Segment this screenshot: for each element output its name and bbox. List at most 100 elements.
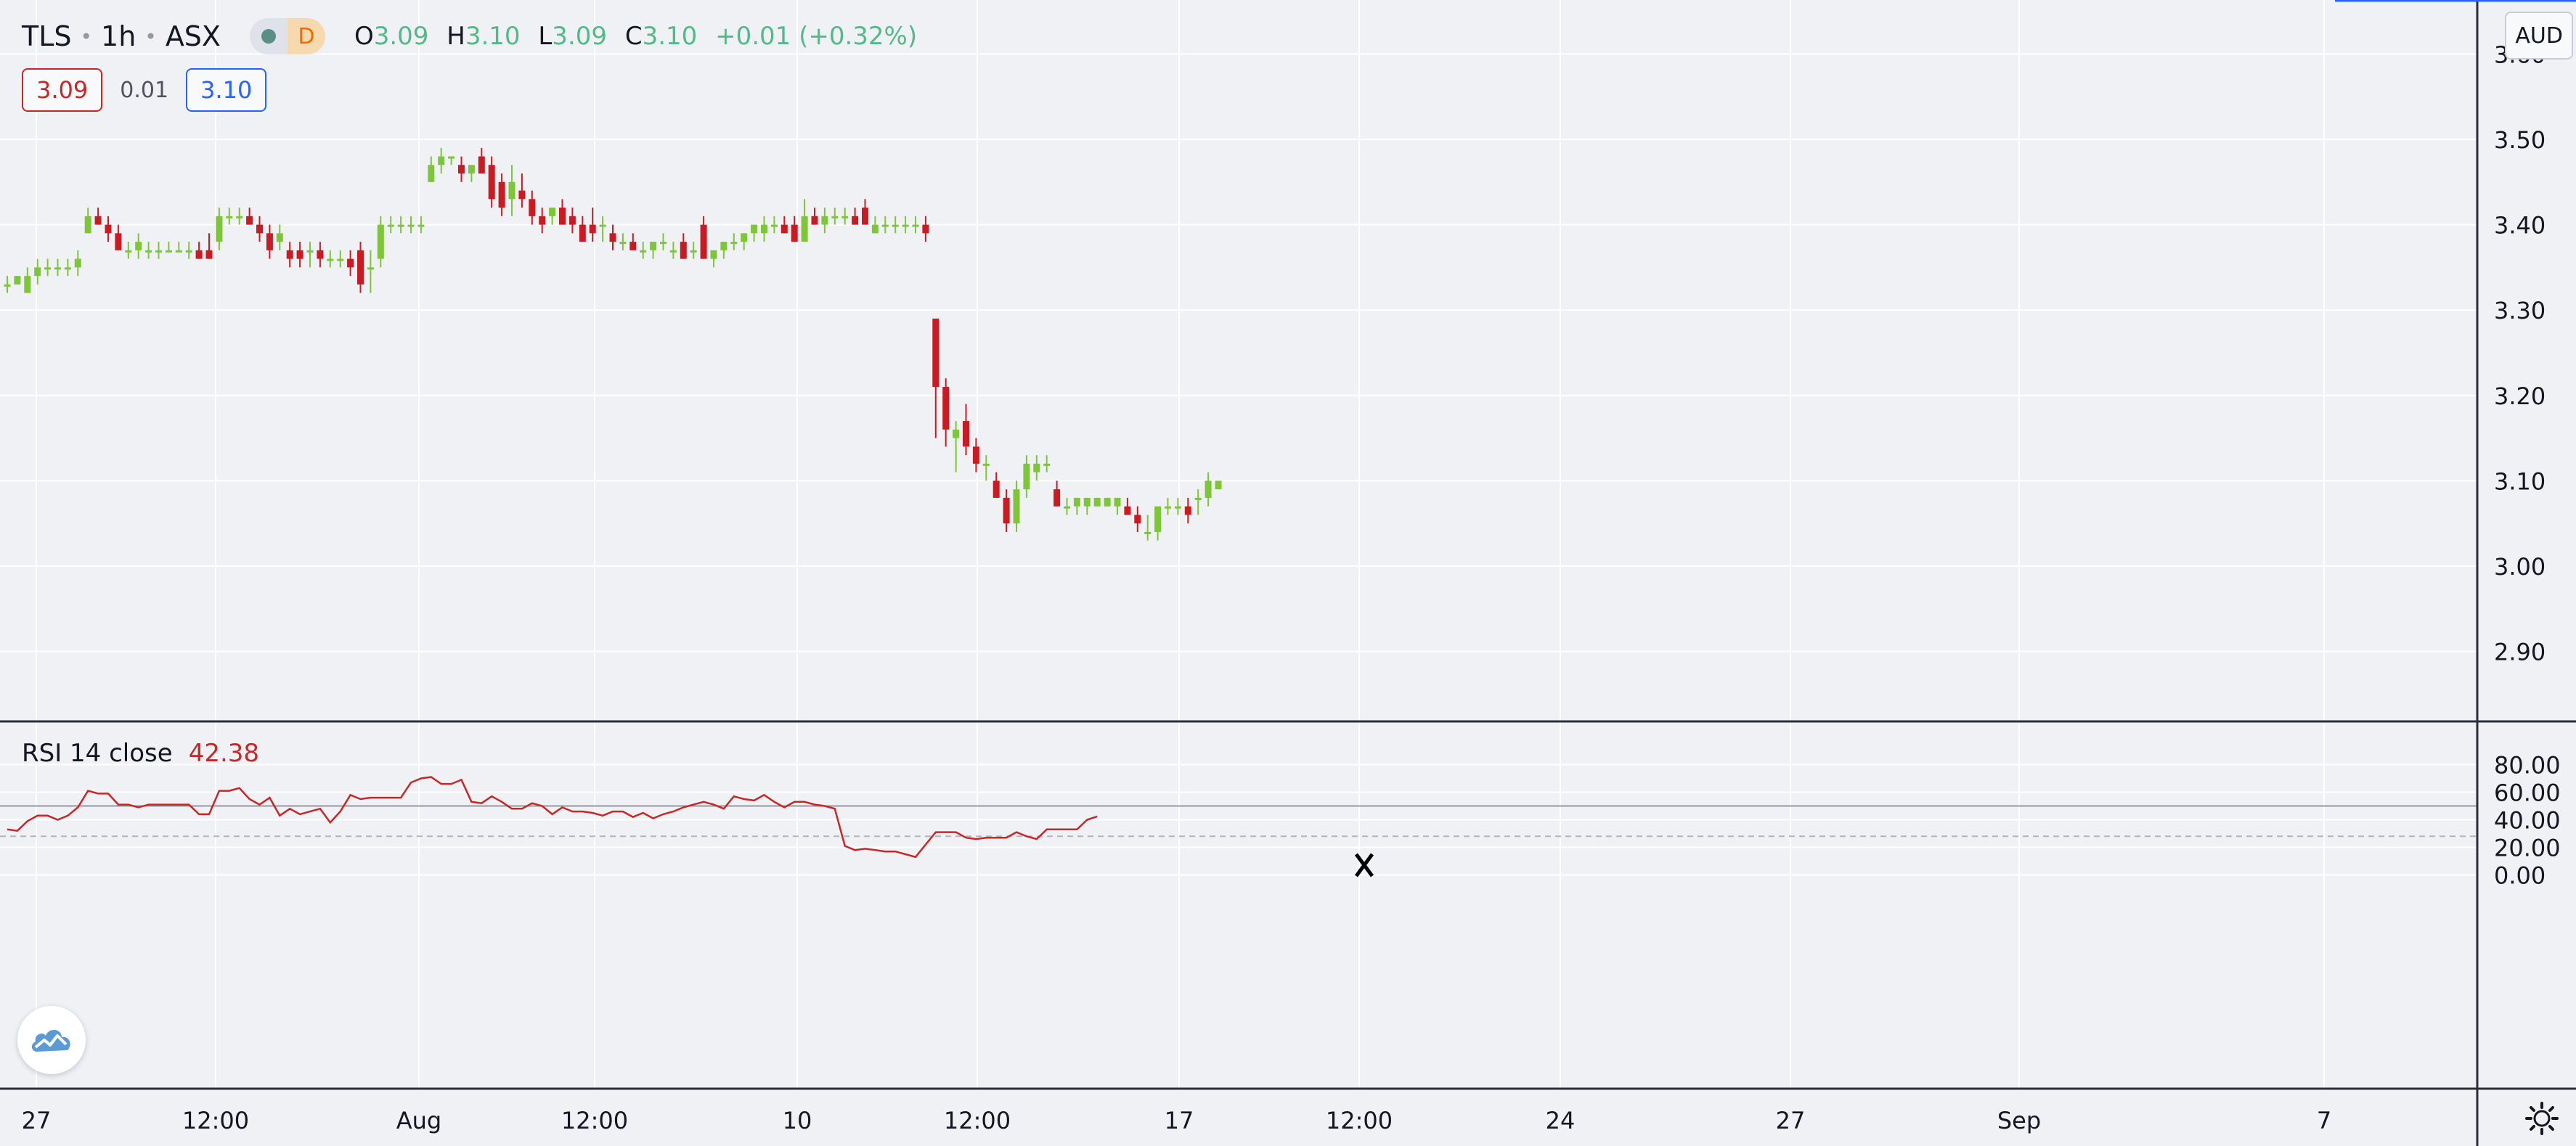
candle-body	[761, 224, 767, 234]
time-tick-label: 12:00	[561, 1107, 628, 1134]
time-axis-panel	[0, 1089, 2576, 1146]
spread-value: 0.01	[120, 77, 169, 103]
candle-body	[286, 250, 293, 259]
candle-body	[730, 242, 738, 245]
time-tick-label: 24	[1546, 1107, 1576, 1134]
candle-body	[1104, 497, 1111, 507]
sell-price-button[interactable]: 3.09	[22, 68, 103, 112]
time-tick-label: 27	[22, 1107, 52, 1134]
candle-body	[1093, 497, 1101, 507]
rsi-value: 42.38	[188, 739, 260, 768]
candle-body	[539, 216, 546, 225]
candle-body	[993, 480, 1000, 498]
candle-body	[236, 216, 243, 218]
interval-label[interactable]: 1h	[101, 20, 136, 52]
low-value: 3.09	[552, 22, 607, 51]
candle-body	[568, 216, 576, 225]
close-value: 3.10	[642, 22, 698, 51]
candle-body	[852, 216, 859, 225]
candle-body	[1124, 506, 1131, 515]
candle-body	[1205, 480, 1212, 498]
low-label: L	[538, 22, 553, 51]
candle-body	[256, 224, 263, 234]
change-value: +0.01 (+0.32%)	[715, 22, 918, 51]
candle-body	[529, 199, 536, 216]
candle-body	[1215, 480, 1222, 490]
candle-body	[64, 267, 71, 270]
candle-body	[1023, 463, 1030, 490]
candle-body	[1083, 497, 1091, 507]
candle-body	[932, 318, 939, 388]
candle-body	[589, 224, 596, 234]
candle-body	[387, 224, 394, 227]
candle-body	[226, 216, 233, 218]
candle-body	[942, 387, 950, 430]
candle-body	[922, 224, 929, 234]
candle-body	[135, 242, 142, 250]
candle-body	[770, 224, 778, 227]
tradingview-cloud-icon[interactable]	[17, 1006, 86, 1074]
quote-panel: 3.09 0.01 3.10	[22, 67, 267, 113]
time-tick-label: Sep	[1997, 1107, 2041, 1134]
candle-body	[377, 224, 384, 259]
candle-body	[34, 267, 41, 277]
market-status-toggle[interactable]: D	[249, 18, 325, 54]
candle-body	[74, 258, 81, 268]
candle-body	[407, 224, 415, 227]
time-tick-label: 17	[1165, 1107, 1194, 1134]
candle-body	[417, 224, 425, 227]
candle-body	[266, 233, 273, 250]
candle-body	[1174, 506, 1181, 509]
rsi-series	[7, 776, 1098, 859]
delayed-data-badge[interactable]: D	[287, 18, 325, 54]
candle-body	[579, 224, 586, 242]
rsi-legend: RSI 14 close 42.38	[22, 739, 259, 768]
candle-body	[448, 156, 455, 159]
candle-body	[1184, 506, 1191, 515]
symbol-name[interactable]: TLS	[22, 20, 72, 52]
open-label: O	[354, 22, 374, 51]
candle-body	[508, 181, 515, 200]
rsi-tick-label: 40.00	[2494, 807, 2561, 835]
symbol-legend: TLS • 1h • ASX D O3.09 H3.10 L3.09 C3.10…	[22, 15, 917, 58]
candle-body	[972, 446, 979, 464]
market-status-icon[interactable]	[250, 18, 288, 54]
candle-body	[246, 216, 253, 225]
candle-body	[963, 421, 969, 447]
crosshair-cursor	[1354, 853, 1374, 877]
price-tick-label: 3.10	[2494, 467, 2546, 495]
candle-body	[1064, 506, 1070, 509]
candle-body	[791, 224, 798, 242]
gear-icon[interactable]	[2524, 1100, 2560, 1137]
time-tick-label: 12:00	[182, 1107, 249, 1134]
candle-body	[185, 250, 192, 253]
candle-body	[1144, 531, 1152, 534]
candle-body	[216, 216, 223, 242]
candle-body	[720, 242, 727, 250]
candle-body	[912, 224, 919, 227]
rsi-title[interactable]: RSI 14 close	[22, 739, 173, 768]
time-tick-label: 12:00	[944, 1107, 1011, 1134]
price-tick-label: 3.20	[2494, 382, 2546, 410]
candle-body	[458, 165, 465, 174]
open-value: 3.09	[373, 22, 429, 51]
candle-body	[871, 224, 879, 234]
candle-body	[821, 216, 828, 225]
candle-body	[84, 216, 91, 234]
buy-price-button[interactable]: 3.10	[186, 68, 267, 112]
candle-body	[428, 165, 435, 182]
price-series	[4, 147, 1222, 541]
candle-body	[317, 250, 324, 259]
candle-body	[165, 250, 172, 253]
rsi-tick-label: 80.00	[2494, 752, 2561, 779]
candle-body	[498, 181, 505, 208]
currency-button[interactable]: AUD	[2505, 12, 2573, 60]
candle-body	[195, 250, 203, 259]
candle-body	[609, 233, 616, 242]
candle-body	[347, 258, 354, 268]
candle-body	[680, 242, 687, 259]
candle-body	[125, 250, 132, 253]
candle-body	[1033, 463, 1040, 472]
